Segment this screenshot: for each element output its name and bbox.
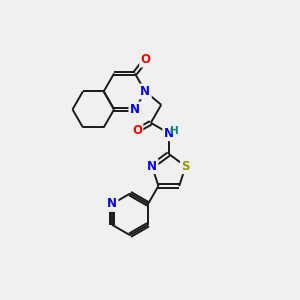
Text: S: S	[182, 160, 190, 173]
Text: N: N	[140, 85, 150, 98]
Text: N: N	[147, 160, 157, 173]
Text: N: N	[164, 127, 174, 140]
Text: N: N	[130, 103, 140, 116]
Text: H: H	[170, 126, 178, 136]
Text: O: O	[141, 53, 151, 66]
Text: N: N	[107, 197, 117, 211]
Text: O: O	[132, 124, 142, 137]
